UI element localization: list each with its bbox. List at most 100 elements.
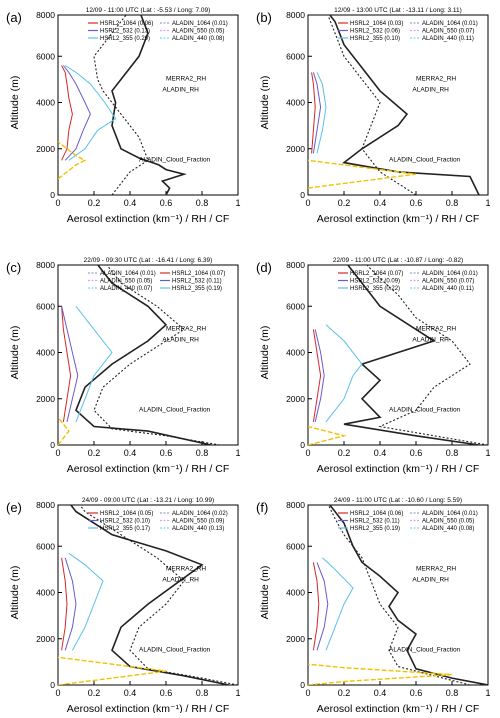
x-tick-label: 0.4 xyxy=(124,688,137,698)
series-line xyxy=(64,65,117,161)
legend-label: HSRL2_532 (0.09) xyxy=(350,279,400,285)
legend-label: ALADIN_550 (0.09) xyxy=(172,519,224,525)
annotation-merra2-rh: MERRA2_RH xyxy=(416,565,456,572)
y-tick-label: 2000 xyxy=(286,634,305,644)
x-tick-label: 0.6 xyxy=(410,688,423,698)
legend-label: HSRL2_1064 (0.07) xyxy=(172,271,225,277)
x-tick-label: 1 xyxy=(235,448,240,458)
x-tick-label: 0 xyxy=(55,688,60,698)
series-group xyxy=(58,265,221,445)
chart-panel: (d) 22/09 - 11:00 UTC (Lat : -10.87 / Lon… xyxy=(256,257,491,475)
series-line xyxy=(312,329,322,422)
x-tick-label: 0.2 xyxy=(88,448,101,458)
x-tick-label: 0.8 xyxy=(446,688,459,698)
x-axis-label: Aerosol extinction (km⁻¹) / RH / CF xyxy=(67,463,230,475)
y-tick-label: 2000 xyxy=(36,394,55,404)
y-axis-label: Altitude (m) xyxy=(259,326,271,380)
panel-label: (d) xyxy=(256,260,272,275)
y-tick-label: 4000 xyxy=(286,348,305,358)
legend-label: ALADIN_1064 (0.01) xyxy=(422,21,478,27)
y-tick-label: 8000 xyxy=(286,500,305,510)
annotation-merra2-rh: MERRA2_RH xyxy=(166,75,206,82)
legend-label: HSRL2_1064 (0.06) xyxy=(100,21,153,27)
y-tick-label: 6000 xyxy=(36,301,55,311)
series-line xyxy=(61,306,79,423)
y-tick-label: 0 xyxy=(50,440,55,450)
x-axis-label: Aerosol extinction (km⁻¹) / RH / CF xyxy=(67,703,230,713)
series-line xyxy=(366,265,488,445)
y-tick-label: 0 xyxy=(300,680,305,690)
y-tick-label: 2000 xyxy=(286,144,305,154)
y-tick-label: 0 xyxy=(300,440,305,450)
y-axis-label: Altitude (m) xyxy=(9,566,21,620)
y-axis-label: Altitude (m) xyxy=(9,326,21,380)
annotation-cloud-fraction: ALADIN_Cloud_Fraction xyxy=(389,647,461,654)
x-tick-label: 0.4 xyxy=(374,448,387,458)
x-axis-label: Aerosol extinction (km⁻¹) / RH / CF xyxy=(67,213,230,225)
y-tick-label: 0 xyxy=(50,190,55,200)
x-tick-label: 0.8 xyxy=(196,688,209,698)
panel-label: (e) xyxy=(6,500,22,515)
x-tick-label: 0.8 xyxy=(446,448,459,458)
legend-label: ALADIN_440 (0.13) xyxy=(172,526,224,532)
x-tick-label: 1 xyxy=(485,448,490,458)
x-tick-label: 1 xyxy=(235,688,240,698)
panel-label: (b) xyxy=(256,10,272,25)
x-tick-label: 0.2 xyxy=(88,198,101,208)
panel-label: (c) xyxy=(6,260,21,275)
plot-frame xyxy=(57,504,239,686)
series-line xyxy=(312,72,322,154)
y-tick-label: 4000 xyxy=(286,588,305,598)
x-tick-label: 0.6 xyxy=(410,448,423,458)
chart-title: 12/09 - 11:00 UTC (Lat : -5.53 / Long: 7… xyxy=(86,7,211,14)
series-line xyxy=(58,141,87,180)
x-tick-label: 1 xyxy=(485,198,490,208)
annotation-cloud-fraction: ALADIN_Cloud_Fraction xyxy=(389,407,461,414)
x-tick-label: 0 xyxy=(305,448,310,458)
x-tick-label: 0.6 xyxy=(160,198,173,208)
series-line xyxy=(316,72,327,154)
series-line xyxy=(75,305,113,423)
x-tick-label: 0.6 xyxy=(160,448,173,458)
y-tick-label: 0 xyxy=(300,190,305,200)
annotation-cloud-fraction: ALADIN_Cloud_Fraction xyxy=(139,157,211,164)
legend-label: ALADIN_440 (0.07) xyxy=(100,286,152,292)
y-tick-label: 4000 xyxy=(286,98,305,108)
y-tick-label: 6000 xyxy=(36,541,55,551)
series-line xyxy=(58,656,167,685)
chart-panel: (f) 24/09 - 11:00 UTC (Lat : -10.60 / Lon… xyxy=(256,497,491,715)
x-tick-label: 0.4 xyxy=(124,198,137,208)
chart-title: 22/09 - 11:00 UTC (Lat : -10.87 / Long: … xyxy=(333,257,463,264)
x-tick-label: 0.6 xyxy=(410,198,423,208)
x-tick-label: 0.2 xyxy=(88,688,101,698)
annotation-cloud-fraction: ALADIN_Cloud_Fraction xyxy=(389,157,461,164)
series-line xyxy=(93,265,221,445)
legend-label: ALADIN_1064 (0.01) xyxy=(172,21,228,27)
legend-label: HSRL2_1064 (0.05) xyxy=(100,511,153,517)
legend-label: HSRL2_532 (0.13) xyxy=(100,29,150,35)
x-tick-label: 0.2 xyxy=(338,448,351,458)
plot-frame xyxy=(307,14,489,196)
x-tick-label: 0.6 xyxy=(160,688,173,698)
y-tick-label: 8000 xyxy=(36,500,55,510)
legend-label: ALADIN_550 (0.07) xyxy=(422,279,474,285)
legend-label: HSRL2_355 (0.20) xyxy=(100,36,150,42)
y-tick-label: 6000 xyxy=(286,301,305,311)
y-tick-label: 8000 xyxy=(286,10,305,20)
chart-panel: (a) 12/09 - 11:00 UTC (Lat : -5.53 / Long… xyxy=(6,7,241,225)
series-group xyxy=(308,265,488,445)
series-line xyxy=(328,15,480,195)
y-tick-label: 4000 xyxy=(36,348,55,358)
annotation-aladin-rh: ALADIN_RH xyxy=(162,86,199,93)
y-tick-label: 2000 xyxy=(286,394,305,404)
legend-label: HSRL2_355 (0.19) xyxy=(350,526,400,532)
panel-label: (f) xyxy=(256,500,268,515)
legend-label: ALADIN_1064 (0.01) xyxy=(100,271,156,277)
x-tick-label: 0.8 xyxy=(196,198,209,208)
x-tick-label: 1 xyxy=(485,688,490,698)
y-tick-label: 4000 xyxy=(36,98,55,108)
chart-title: 12/09 - 13:00 UTC (Lat : -13.11 / Long: … xyxy=(334,7,462,14)
series-group xyxy=(308,505,488,685)
x-tick-label: 0 xyxy=(55,198,60,208)
